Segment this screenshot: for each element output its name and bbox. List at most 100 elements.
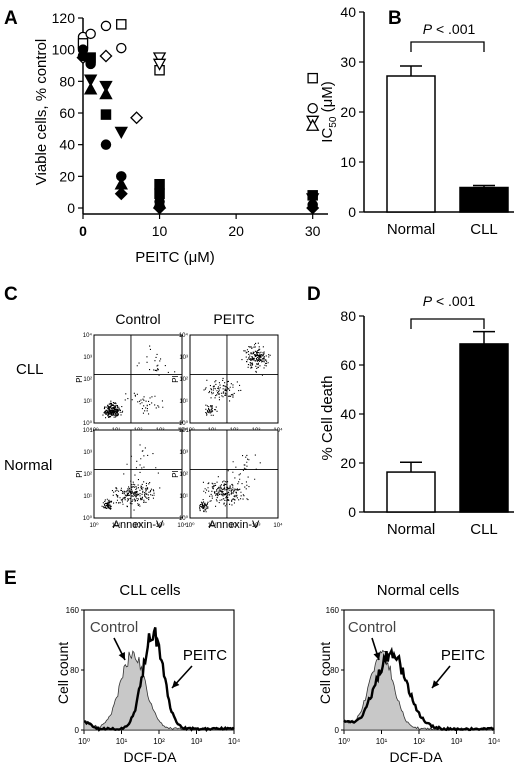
flow-events	[199, 454, 261, 513]
b-chart-bar-cll	[459, 186, 509, 213]
flow-x-tick-label: 10⁰	[185, 522, 195, 529]
e1-ylabel: Cell count	[55, 642, 71, 704]
panel-a-scatter-chart: A 0 20 40 60 80 100 120 0 10 20 30 PEITC (μM) Viab…	[4, 8, 328, 266]
a-point-diamond-open	[130, 111, 144, 125]
a-point-circle-open	[85, 28, 96, 40]
d-chart-bar-cll	[459, 343, 509, 513]
a-point-diamond-filled	[306, 201, 320, 215]
e1-x-tick-label: 10¹	[116, 737, 128, 746]
d-chart-y-tick-label: 20	[340, 455, 356, 471]
a-point-triangle-up-filled	[99, 87, 113, 100]
e2-y-tick-label: 80	[330, 666, 339, 675]
a-y-tick-label: 40	[59, 137, 75, 153]
flow-col-label-control: Control	[115, 311, 160, 327]
e2-histogram: 0 80 160 10⁰ 10¹ 10² 10³ 10⁴ Control PEITC	[326, 606, 501, 746]
a-point-square-filled	[85, 52, 96, 63]
flow-y-tick-label: 10¹	[83, 494, 92, 500]
e1-x-tick-label: 10⁴	[228, 737, 241, 746]
e2-x-tick-label: 10¹	[376, 737, 388, 746]
b-chart-significance-bracket	[410, 41, 485, 52]
a-point-triangle-up-filled	[83, 82, 98, 95]
e2-x-tick-label: 10⁰	[338, 737, 350, 746]
flow-events	[102, 345, 176, 419]
flow-y-tick-label: 10⁴	[179, 427, 189, 434]
a-point-circle-open	[100, 20, 112, 32]
a-y-tick-label: 60	[59, 105, 75, 121]
flow-y-tick-label: 10³	[83, 355, 92, 361]
d-chart-category-label: Normal	[387, 521, 435, 538]
flow-x-tick-label: 10¹	[208, 523, 217, 529]
e1-x-tick-label: 10³	[191, 737, 203, 746]
a-point-triangle-down-filled	[83, 74, 98, 87]
flow-pi-label: PI	[171, 470, 180, 478]
panel-e-histograms: E CLL cells Normal cells 0 80 160 10⁰ 10¹ 10²…	[4, 568, 501, 765]
flow-x-tick-label: 10³	[252, 523, 261, 529]
flow-y-tick-label: 10²	[83, 472, 92, 478]
e2-ylabel: Cell count	[317, 642, 333, 704]
panel-b-plot: 0 10 20 30 40 Normal CLL	[340, 4, 514, 238]
a-x-tick-label: 30	[305, 223, 321, 239]
a-point-triangle-down-filled	[99, 80, 113, 94]
flow-y-tick-label: 10⁴	[83, 332, 93, 339]
panel-e-label: E	[4, 568, 17, 589]
e1-histogram: 0 80 160 10⁰ 10¹ 10² 10³ 10⁴ Control PEITC	[66, 606, 241, 746]
panel-a-label: A	[4, 8, 18, 29]
e1-arrow-head	[172, 680, 180, 688]
d-chart-bar-normal	[386, 471, 436, 513]
b-chart-y-tick-label: 20	[340, 104, 356, 120]
e1-label-peitc: PEITC	[183, 647, 227, 664]
flow-row-label-cll: CLL	[16, 361, 44, 378]
flow-y-tick-label: 10¹	[179, 494, 188, 500]
b-chart-y-tick-label: 30	[340, 54, 356, 70]
panel-a-points	[76, 19, 320, 215]
b-chart-y-tick-label: 0	[348, 204, 356, 220]
panel-d-label: D	[307, 284, 321, 305]
e2-label-peitc: PEITC	[441, 647, 485, 664]
flow-y-tick-label: 10⁰	[179, 515, 189, 522]
e1-x-tick-label: 10²	[153, 737, 165, 746]
a-point-square-open	[307, 72, 318, 84]
d-chart-significance-bracket	[410, 318, 485, 329]
a-point-circle-filled	[100, 139, 112, 150]
a-point-square-filled	[100, 109, 112, 120]
flow-x-tick-label: 10⁴	[273, 522, 283, 529]
e1-label-control: Control	[90, 619, 138, 636]
a-x-tick-label: 20	[228, 223, 244, 239]
flow-y-tick-label: 10³	[179, 355, 188, 361]
e2-peitc-histogram	[343, 646, 495, 732]
panel-d-pvalue: P < .001	[423, 293, 476, 309]
flow-y-tick-label: 10⁰	[83, 515, 93, 522]
flow-y-tick-label: 10³	[83, 450, 92, 456]
flow-x-tick-label: 10⁴	[177, 522, 187, 529]
e1-y-tick-label: 80	[70, 666, 79, 675]
a-y-tick-label: 80	[59, 73, 75, 89]
e2-arrow-head	[432, 680, 440, 688]
a-point-triangle-down-open	[152, 58, 167, 71]
a-x-tick-label: 10	[152, 223, 168, 239]
a-y-tick-label: 20	[59, 168, 75, 184]
panel-a-ylabel: Viable cells, % control	[33, 39, 50, 185]
flow-row-label-normal: Normal	[4, 457, 52, 474]
panel-a-xlabel: PEITC (μM)	[135, 249, 214, 266]
b-chart-y-tick-label: 40	[340, 4, 356, 20]
d-chart-y-tick-label: 60	[340, 357, 356, 373]
flow-x-tick-label: 10⁰	[89, 522, 99, 529]
panel-b-pvalue: P < .001	[423, 21, 476, 37]
e2-y-tick-label: 160	[326, 606, 340, 615]
a-y-tick-label: 120	[52, 10, 76, 26]
d-chart-y-tick-label: 0	[348, 504, 356, 520]
b-chart-bar-normal	[386, 75, 436, 213]
e1-xlabel: DCF-DA	[124, 749, 178, 765]
flow-pi-label: PI	[75, 375, 84, 383]
e2-x-tick-label: 10⁴	[488, 737, 501, 746]
a-point-diamond-filled	[153, 201, 167, 215]
e1-x-tick-label: 10⁰	[78, 737, 90, 746]
a-point-circle-open	[307, 103, 318, 114]
flow-y-tick-label: 10²	[83, 377, 92, 383]
a-point-triangle-up-open	[305, 118, 320, 131]
a-x-tick-label: 0	[79, 223, 87, 239]
flow-y-tick-label: 10⁴	[179, 332, 189, 339]
